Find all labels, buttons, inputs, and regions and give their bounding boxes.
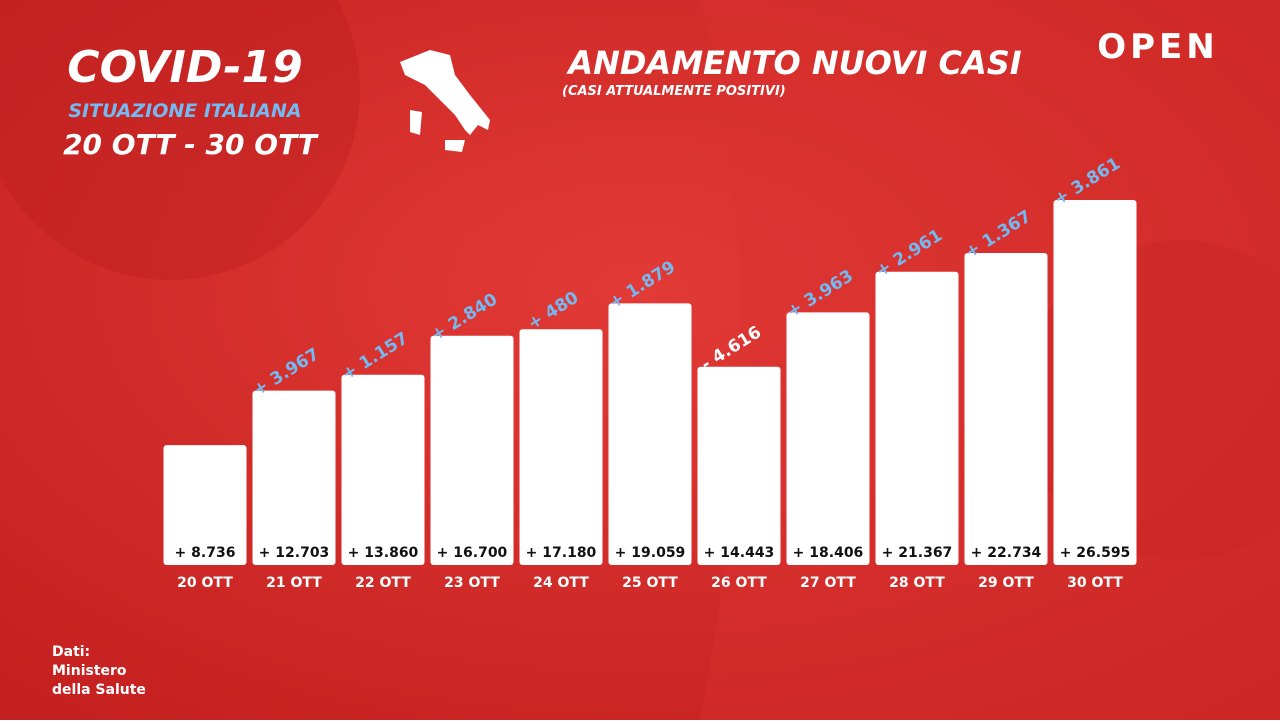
decoration: [0, 0, 360, 280]
bar: [964, 252, 1048, 565]
bar-value-label: + 21.367: [882, 545, 953, 561]
bar: [1053, 200, 1137, 565]
x-tick-label: 26 OTT: [711, 575, 767, 591]
chart-title: ANDAMENTO NUOVI CASI: [565, 44, 1021, 82]
source-line: Ministero: [52, 663, 127, 679]
bar-value-label: + 17.180: [526, 545, 597, 561]
x-tick-label: 30 OTT: [1067, 575, 1123, 591]
chart-subtitle: (CASI ATTUALMENTE POSITIVI): [562, 84, 786, 99]
x-tick-label: 21 OTT: [266, 575, 322, 591]
bar-value-label: + 16.700: [437, 545, 508, 561]
bar: [341, 374, 425, 565]
brand: OPEN: [1097, 27, 1219, 67]
header-period: 20 OTT - 30 OTT: [63, 128, 319, 161]
bar: [163, 445, 247, 565]
bar-value-label: + 18.406: [793, 545, 864, 561]
bar: [430, 335, 514, 565]
x-tick-label: 29 OTT: [978, 575, 1034, 591]
source-line: Dati:: [52, 644, 90, 660]
italy-map: [400, 50, 490, 152]
bar: [786, 312, 870, 565]
header-title: COVID-19: [67, 42, 302, 93]
x-tick-label: 23 OTT: [444, 575, 500, 591]
bar: [697, 366, 781, 565]
bar-value-label: + 26.595: [1060, 545, 1131, 561]
bar-value-label: + 14.443: [704, 545, 775, 561]
source: Dati: Ministero della Salute: [52, 644, 146, 698]
bar-value-label: + 19.059: [615, 545, 686, 561]
x-tick-label: 22 OTT: [355, 575, 411, 591]
bar-value-label: + 13.860: [348, 545, 419, 561]
x-tick-label: 28 OTT: [889, 575, 945, 591]
header-subtitle: SITUAZIONE ITALIANA: [68, 100, 301, 122]
x-tick-label: 25 OTT: [622, 575, 678, 591]
x-tick-label: 20 OTT: [177, 575, 233, 591]
bar: [252, 390, 336, 565]
x-tick-label: 27 OTT: [800, 575, 856, 591]
source-line: della Salute: [52, 682, 146, 698]
bar-value-label: + 22.734: [971, 545, 1042, 561]
bar: [519, 329, 603, 565]
bar: [875, 271, 959, 565]
x-tick-label: 24 OTT: [533, 575, 589, 591]
bar: [608, 303, 692, 565]
bar-value-label: + 12.703: [259, 545, 330, 561]
bar-value-label: + 8.736: [175, 545, 236, 561]
